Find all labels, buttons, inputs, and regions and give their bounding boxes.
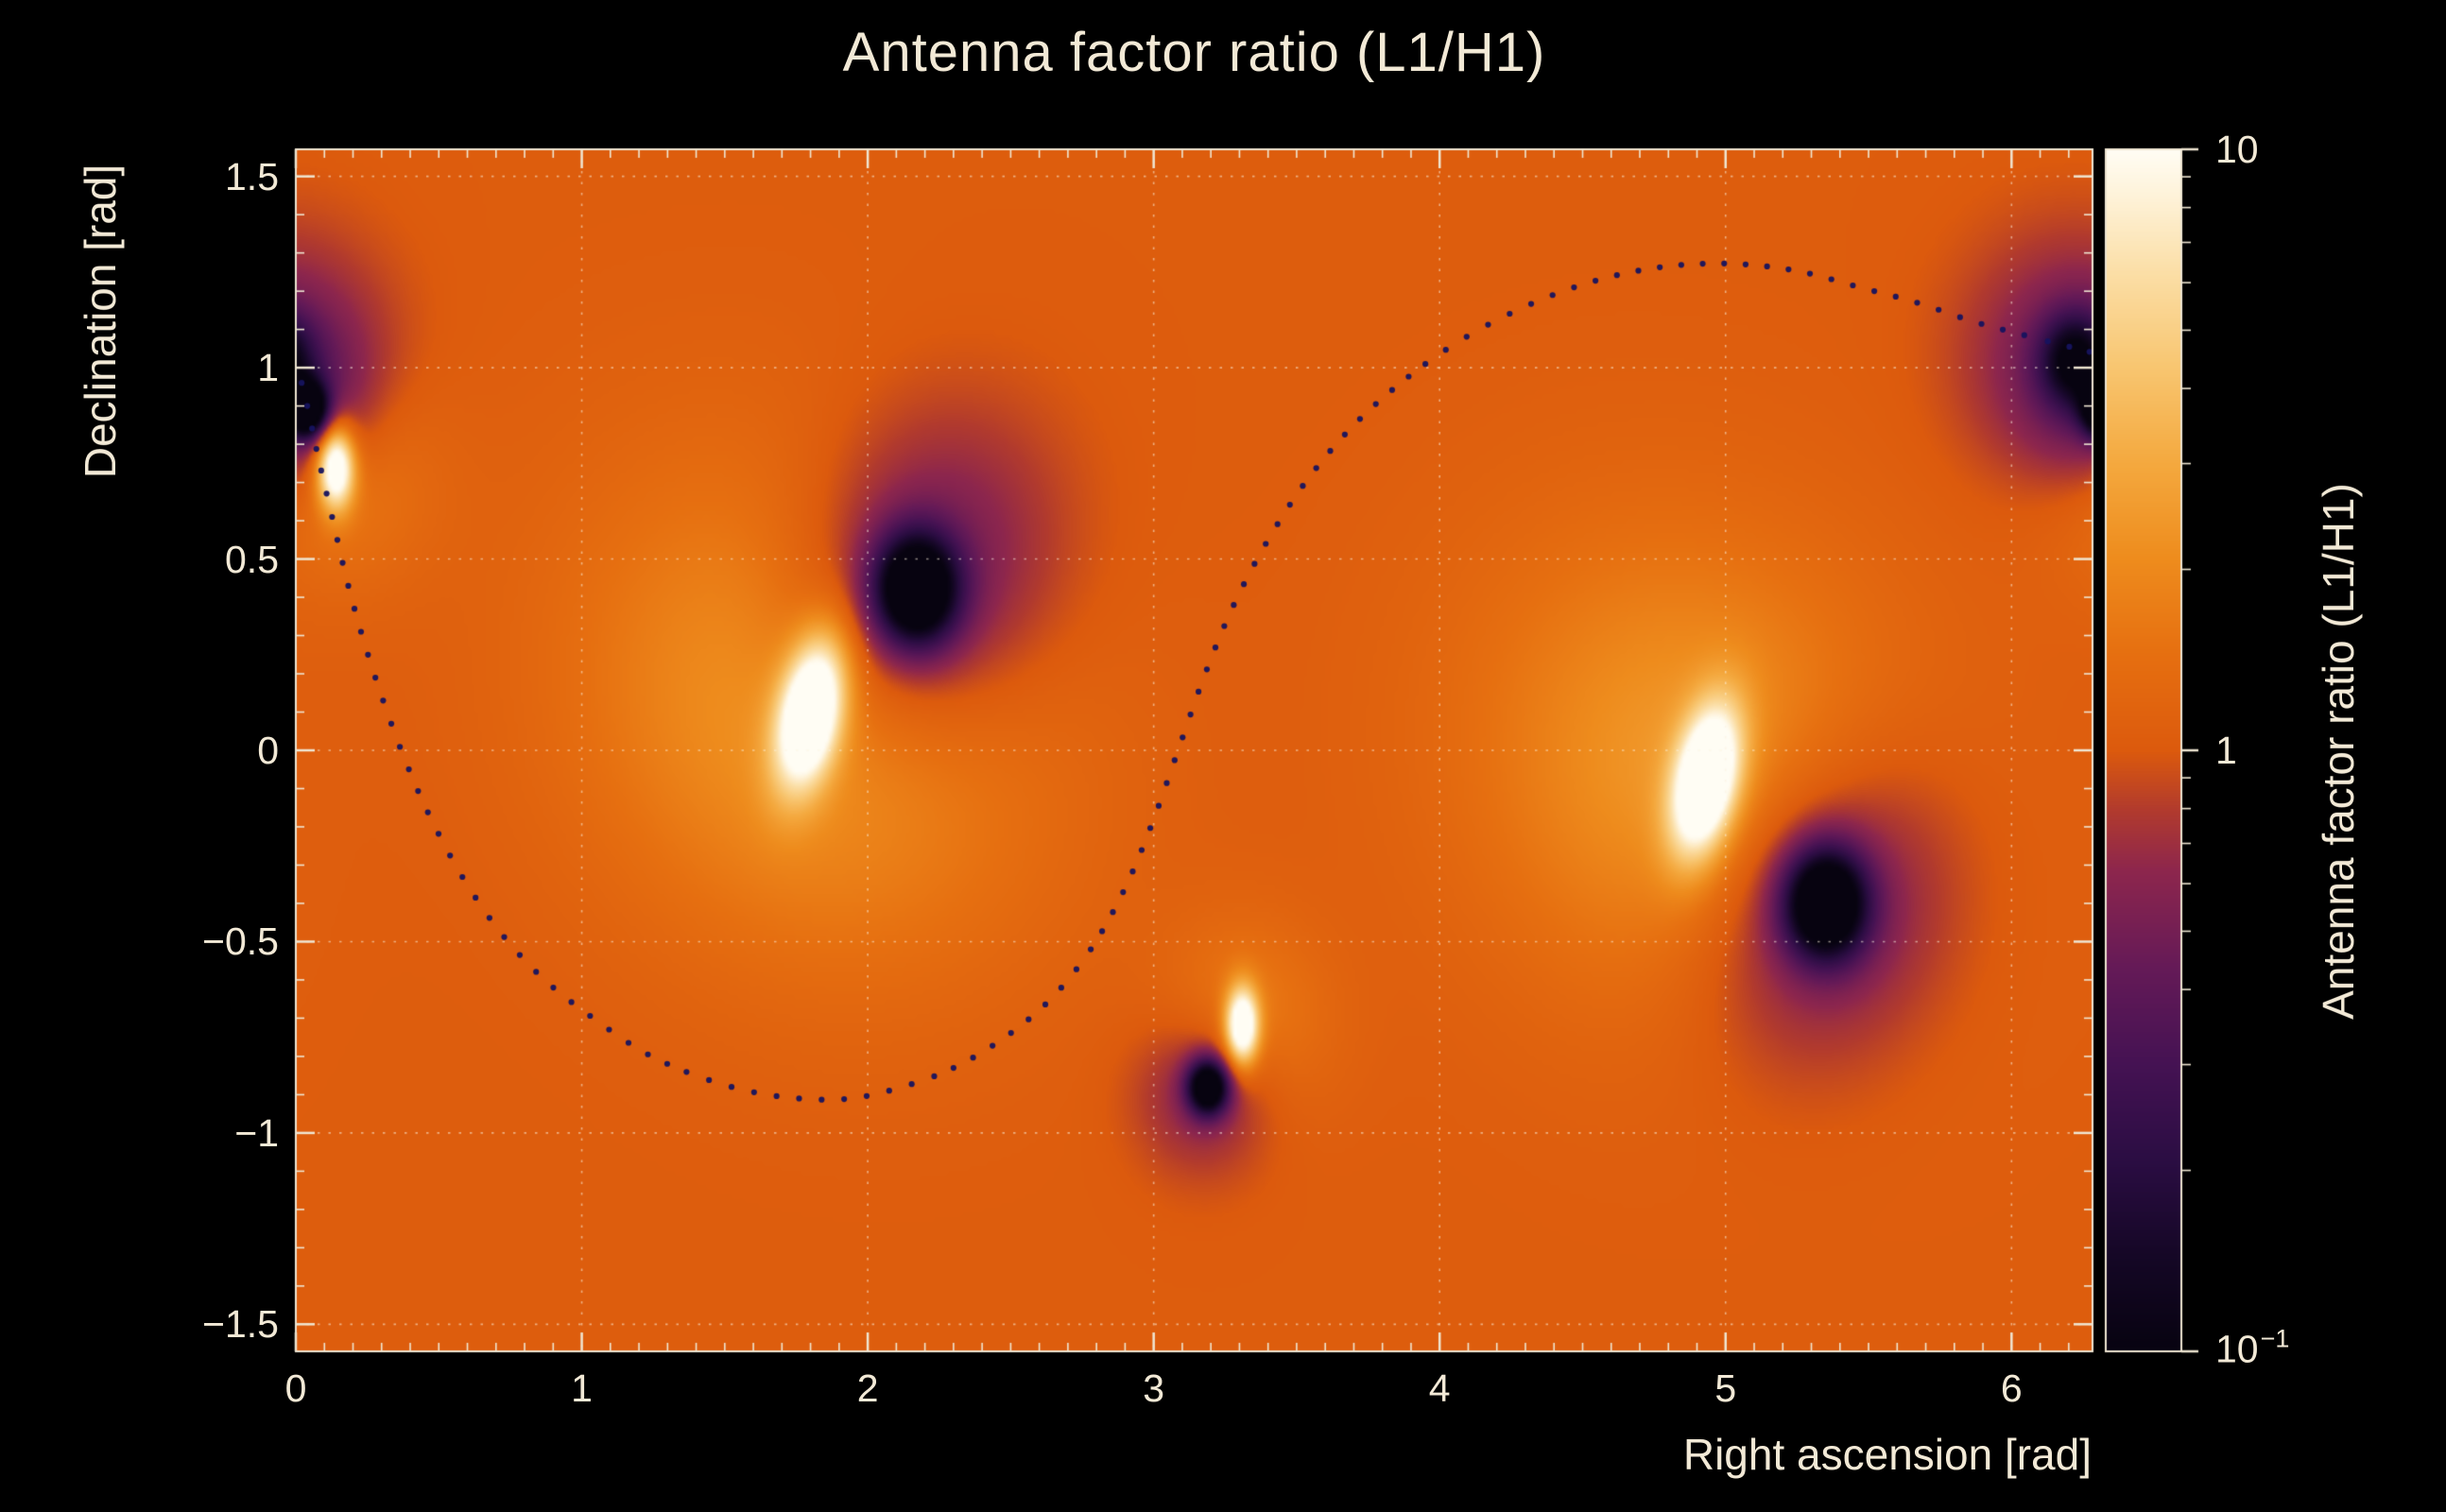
- chart-title: Antenna factor ratio (L1/H1): [842, 22, 1546, 83]
- y-tick-label: 1: [257, 346, 279, 390]
- colorbar-tick-label: 1: [2215, 729, 2237, 772]
- colorbar-tick-label: 10: [2215, 128, 2259, 171]
- y-tick-label: −1: [234, 1110, 279, 1155]
- x-tick-label: 3: [1143, 1366, 1165, 1410]
- x-tick-label: 5: [1714, 1366, 1737, 1410]
- y-tick-label: −1.5: [202, 1302, 279, 1347]
- y-tick-label: −0.5: [202, 919, 279, 964]
- y-tick-label: 0: [257, 729, 279, 772]
- x-tick-label: 6: [2000, 1366, 2023, 1410]
- colorbar-tick-label: 10−1: [2215, 1324, 2290, 1371]
- y-axis-title: Declination [rad]: [76, 163, 125, 479]
- y-tick-label: 1.5: [225, 154, 279, 198]
- x-tick-label: 4: [1428, 1366, 1451, 1410]
- x-axis-title: Right ascension [rad]: [1682, 1430, 2092, 1479]
- colorbar-title: Antenna factor ratio (L1/H1): [2314, 483, 2363, 1020]
- exponent: −1: [2260, 1324, 2290, 1353]
- x-tick-label: 1: [571, 1366, 593, 1410]
- x-tick-label: 0: [284, 1366, 307, 1410]
- y-tick-label: 0.5: [225, 537, 279, 581]
- x-tick-label: 2: [856, 1366, 879, 1410]
